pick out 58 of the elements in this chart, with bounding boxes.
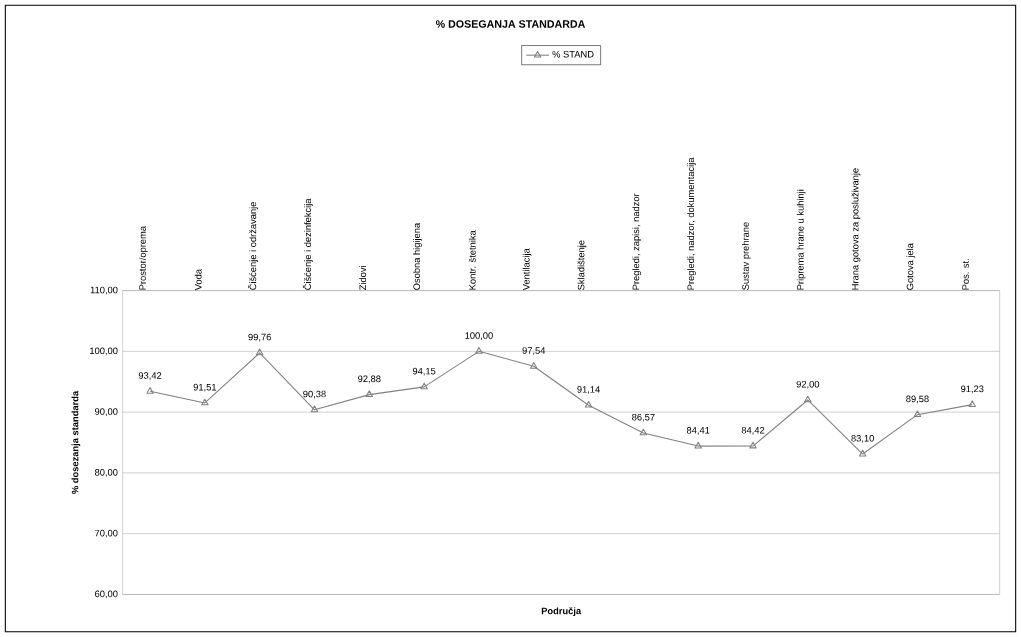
y-tick-label: 80,00 [94, 469, 118, 477]
data-label: 100,00 [465, 332, 493, 340]
data-label: 84,41 [686, 426, 710, 435]
x-tick-label: Pregledi, nadzor, dokumentacija [687, 157, 696, 290]
data-label: 94,15 [412, 367, 436, 376]
y-tick-label: 70,00 [95, 529, 118, 538]
data-label: 91,14 [577, 386, 600, 394]
point [475, 347, 483, 354]
x-tick-label: Ventilacija [522, 248, 532, 291]
x-tick-label: Čišćenje i dezinfekcija [302, 198, 313, 290]
point [420, 382, 428, 390]
y-tick-label: 60,00 [95, 590, 118, 599]
point [694, 441, 702, 449]
data-label: 86,57 [632, 413, 655, 422]
point [858, 449, 867, 457]
x-tick-label: Skladištenje [577, 240, 587, 290]
x-tick-label: Zidovi [359, 265, 367, 290]
x-tick-label: Prostor/oprema [139, 225, 148, 290]
data-label: 93,42 [138, 372, 162, 380]
point [146, 387, 154, 394]
data-label: 92,88 [358, 375, 381, 384]
y-tick-label: 90,00 [95, 408, 118, 416]
x-tick-label: Pregledi, zapisi, nadzor [632, 193, 642, 290]
x-tick-label: Pos. st. [962, 259, 969, 290]
y-tick-label: 100,00 [90, 347, 118, 356]
data-label: 91,23 [961, 385, 984, 394]
x-tick-label: Sustav prehrane [742, 222, 751, 290]
point [968, 400, 977, 407]
x-tick-label: Priprema hrane u kuhinji [796, 189, 806, 290]
data-label: 84,42 [741, 426, 765, 435]
point [201, 398, 209, 406]
y-tick-label: 110,00 [90, 286, 118, 295]
point [749, 441, 757, 449]
data-label: 92,00 [796, 380, 820, 389]
x-tick-label: Osobna higijena [413, 222, 422, 290]
data-label: 99,76 [248, 333, 271, 342]
x-tick-label: Gotova jela [906, 243, 916, 290]
data-label: 90,38 [303, 390, 326, 399]
x-tick-label: Hrana gotova za posluživanje [851, 168, 861, 290]
data-label: 91,51 [193, 383, 217, 392]
data-label: 89,58 [906, 395, 929, 404]
point [255, 348, 264, 356]
point [529, 361, 538, 369]
data-label: 83,10 [851, 434, 874, 443]
point [310, 405, 319, 413]
point [913, 410, 922, 418]
point [804, 395, 812, 403]
point [639, 428, 648, 436]
data-label: 97,54 [522, 347, 546, 355]
chart-title: % DOSEGANJA STANDARDA [435, 20, 586, 28]
x-tick-label: Čišćenje i održavanje [247, 202, 259, 290]
x-tick-label: Kontr. štetnika [468, 230, 476, 290]
y-axis-title: % dosezanja standarda [71, 390, 81, 494]
legend-label: % STAND [552, 50, 594, 58]
x-tick-label: Voda [194, 268, 202, 291]
point [365, 390, 374, 397]
point [584, 400, 593, 408]
x-axis-title: Područja [541, 607, 582, 617]
